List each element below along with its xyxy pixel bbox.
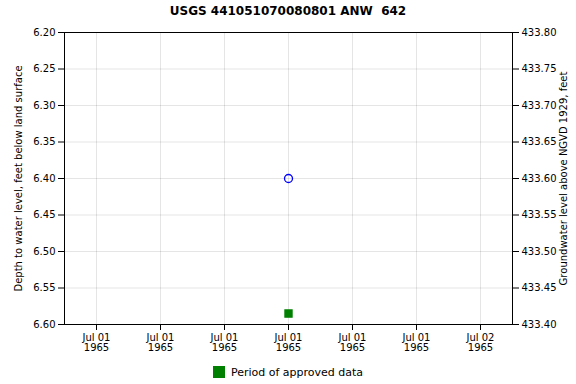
svg-text:Depth to water level, feet bel: Depth to water level, feet below land su… — [13, 65, 24, 291]
svg-text:6.35: 6.35 — [33, 136, 55, 147]
html-text:USGS 441051070080801 ANW 642: USGS 441051070080801 ANW 642 — [169, 4, 407, 18]
svg-text:Jul 011965: Jul 011965 — [274, 332, 303, 353]
svg-text:433.60: 433.60 — [522, 173, 557, 184]
svg-text:433.75: 433.75 — [522, 63, 557, 74]
svg-text:433.55: 433.55 — [522, 209, 557, 220]
svg-text:433.50: 433.50 — [522, 246, 557, 257]
svg-text:433.65: 433.65 — [522, 136, 557, 147]
svg-text:Jul 021965: Jul 021965 — [466, 332, 495, 353]
svg-text:433.80: 433.80 — [522, 27, 557, 38]
svg-text:Jul 011965: Jul 011965 — [210, 332, 239, 353]
svg-text:Jul 011965: Jul 011965 — [146, 332, 175, 353]
svg-text:433.40: 433.40 — [522, 319, 557, 330]
html-text:Period of approved data: Period of approved data — [230, 365, 364, 379]
svg-text:6.45: 6.45 — [33, 209, 55, 220]
svg-text:Jul 011965: Jul 011965 — [338, 332, 367, 353]
svg-text:6.25: 6.25 — [33, 63, 55, 74]
svg-text:Jul 011965: Jul 011965 — [82, 332, 111, 353]
svg-text:6.60: 6.60 — [33, 319, 55, 330]
svg-text:Groundwater level above NGVD 1: Groundwater level above NGVD 1929, feet — [558, 72, 569, 286]
svg-text:6.40: 6.40 — [33, 173, 55, 184]
svg-text:6.55: 6.55 — [33, 282, 55, 293]
svg-text:Jul 011965: Jul 011965 — [402, 332, 431, 353]
svg-text:6.20: 6.20 — [33, 27, 55, 38]
svg-text:6.50: 6.50 — [33, 246, 55, 257]
svg-text:433.70: 433.70 — [522, 100, 557, 111]
svg-text:433.45: 433.45 — [522, 282, 557, 293]
svg-text:6.30: 6.30 — [33, 100, 55, 111]
